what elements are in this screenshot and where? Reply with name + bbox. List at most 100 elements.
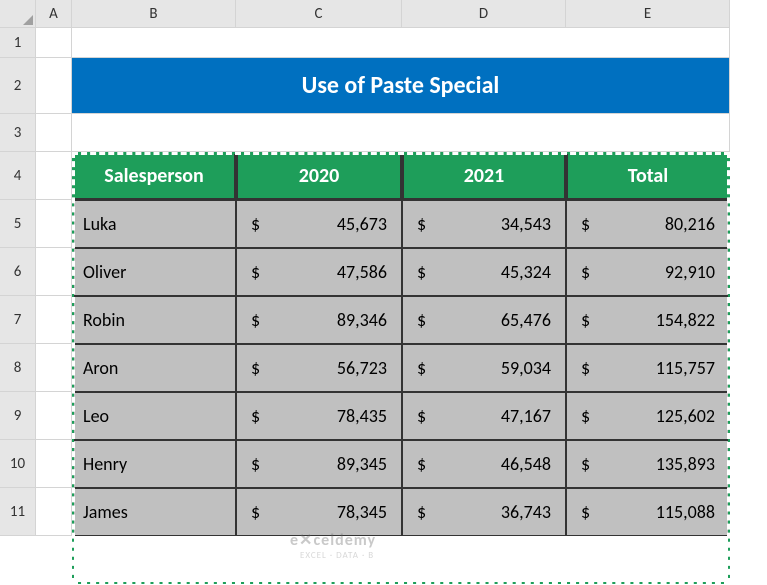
value: 45,324 bbox=[501, 261, 555, 283]
cell-a11[interactable] bbox=[36, 488, 72, 536]
value: 154,822 bbox=[656, 309, 719, 331]
col-header-a[interactable]: A bbox=[36, 0, 72, 28]
cell-2020-6[interactable]: $78,345 bbox=[236, 488, 402, 536]
header-total[interactable]: Total bbox=[566, 152, 730, 200]
value: 46,548 bbox=[501, 453, 555, 475]
currency-symbol: $ bbox=[247, 405, 260, 427]
value: 115,757 bbox=[656, 357, 719, 379]
row-header-8[interactable]: 8 bbox=[0, 344, 36, 392]
cell-2020-2[interactable]: $89,346 bbox=[236, 296, 402, 344]
spreadsheet-grid: A B C D E 1 2 Use of Paste Special 3 4 S… bbox=[0, 0, 767, 536]
value: 89,346 bbox=[337, 309, 391, 331]
currency-symbol: $ bbox=[577, 213, 590, 235]
row-header-2[interactable]: 2 bbox=[0, 58, 36, 114]
title-cell[interactable]: Use of Paste Special bbox=[72, 58, 730, 114]
value: 56,723 bbox=[337, 357, 391, 379]
cell-2020-5[interactable]: $89,345 bbox=[236, 440, 402, 488]
cell-name-3[interactable]: Aron bbox=[72, 344, 236, 392]
row-header-3[interactable]: 3 bbox=[0, 114, 36, 152]
cell-a5[interactable] bbox=[36, 200, 72, 248]
cell-2021-6[interactable]: $36,743 bbox=[402, 488, 566, 536]
cell-a8[interactable] bbox=[36, 344, 72, 392]
cell-2021-4[interactable]: $47,167 bbox=[402, 392, 566, 440]
currency-symbol: $ bbox=[577, 501, 590, 523]
header-2021[interactable]: 2021 bbox=[402, 152, 566, 200]
col-header-c[interactable]: C bbox=[236, 0, 402, 28]
cell-2020-1[interactable]: $47,586 bbox=[236, 248, 402, 296]
cell-a7[interactable] bbox=[36, 296, 72, 344]
row-header-7[interactable]: 7 bbox=[0, 296, 36, 344]
cell-2021-2[interactable]: $65,476 bbox=[402, 296, 566, 344]
row-header-11[interactable]: 11 bbox=[0, 488, 36, 536]
cell-a3[interactable] bbox=[36, 114, 72, 152]
cell-2020-4[interactable]: $78,435 bbox=[236, 392, 402, 440]
cell-2020-0[interactable]: $45,673 bbox=[236, 200, 402, 248]
cell-2021-0[interactable]: $34,543 bbox=[402, 200, 566, 248]
cell-2021-5[interactable]: $46,548 bbox=[402, 440, 566, 488]
cell-name-2[interactable]: Robin bbox=[72, 296, 236, 344]
col-header-b[interactable]: B bbox=[72, 0, 236, 28]
value: 135,893 bbox=[656, 453, 719, 475]
select-all-corner[interactable] bbox=[0, 0, 36, 28]
value: 47,586 bbox=[337, 261, 391, 283]
header-salesperson[interactable]: Salesperson bbox=[72, 152, 236, 200]
currency-symbol: $ bbox=[247, 501, 260, 523]
currency-symbol: $ bbox=[413, 453, 426, 475]
row-header-10[interactable]: 10 bbox=[0, 440, 36, 488]
cell-a4[interactable] bbox=[36, 152, 72, 200]
cell-2021-3[interactable]: $59,034 bbox=[402, 344, 566, 392]
currency-symbol: $ bbox=[577, 261, 590, 283]
cell-total-5[interactable]: $135,893 bbox=[566, 440, 730, 488]
value: 125,602 bbox=[656, 405, 719, 427]
cell-2021-1[interactable]: $45,324 bbox=[402, 248, 566, 296]
cell-total-2[interactable]: $154,822 bbox=[566, 296, 730, 344]
cell-total-4[interactable]: $125,602 bbox=[566, 392, 730, 440]
currency-symbol: $ bbox=[577, 453, 590, 475]
cell-total-0[interactable]: $80,216 bbox=[566, 200, 730, 248]
cell-a10[interactable] bbox=[36, 440, 72, 488]
row-header-1[interactable]: 1 bbox=[0, 28, 36, 58]
cell-total-1[interactable]: $92,910 bbox=[566, 248, 730, 296]
cell-2020-3[interactable]: $56,723 bbox=[236, 344, 402, 392]
cell-b3-e3[interactable] bbox=[72, 114, 730, 152]
value: 36,743 bbox=[501, 501, 555, 523]
value: 115,088 bbox=[656, 501, 719, 523]
col-header-e[interactable]: E bbox=[566, 0, 730, 28]
row-header-4[interactable]: 4 bbox=[0, 152, 36, 200]
cell-a2[interactable] bbox=[36, 58, 72, 114]
currency-symbol: $ bbox=[413, 261, 426, 283]
value: 89,345 bbox=[337, 453, 391, 475]
currency-symbol: $ bbox=[247, 357, 260, 379]
cell-b1-e1[interactable] bbox=[72, 28, 730, 58]
header-2020[interactable]: 2020 bbox=[236, 152, 402, 200]
row-header-5[interactable]: 5 bbox=[0, 200, 36, 248]
cell-a9[interactable] bbox=[36, 392, 72, 440]
currency-symbol: $ bbox=[413, 213, 426, 235]
value: 80,216 bbox=[665, 213, 719, 235]
cell-name-6[interactable]: James bbox=[72, 488, 236, 536]
cell-name-1[interactable]: Oliver bbox=[72, 248, 236, 296]
value: 92,910 bbox=[665, 261, 719, 283]
cell-a6[interactable] bbox=[36, 248, 72, 296]
cell-a1[interactable] bbox=[36, 28, 72, 58]
currency-symbol: $ bbox=[247, 261, 260, 283]
currency-symbol: $ bbox=[413, 501, 426, 523]
value: 78,435 bbox=[337, 405, 391, 427]
currency-symbol: $ bbox=[413, 309, 426, 331]
col-header-d[interactable]: D bbox=[402, 0, 566, 28]
cell-total-6[interactable]: $115,088 bbox=[566, 488, 730, 536]
value: 34,543 bbox=[501, 213, 555, 235]
cell-total-3[interactable]: $115,757 bbox=[566, 344, 730, 392]
row-header-9[interactable]: 9 bbox=[0, 392, 36, 440]
cell-name-5[interactable]: Henry bbox=[72, 440, 236, 488]
currency-symbol: $ bbox=[247, 453, 260, 475]
cell-name-4[interactable]: Leo bbox=[72, 392, 236, 440]
value: 45,673 bbox=[337, 213, 391, 235]
currency-symbol: $ bbox=[413, 405, 426, 427]
watermark: e✕celdemy bbox=[290, 530, 376, 550]
value: 47,167 bbox=[501, 405, 555, 427]
cell-name-0[interactable]: Luka bbox=[72, 200, 236, 248]
row-header-6[interactable]: 6 bbox=[0, 248, 36, 296]
currency-symbol: $ bbox=[247, 213, 260, 235]
value: 65,476 bbox=[501, 309, 555, 331]
